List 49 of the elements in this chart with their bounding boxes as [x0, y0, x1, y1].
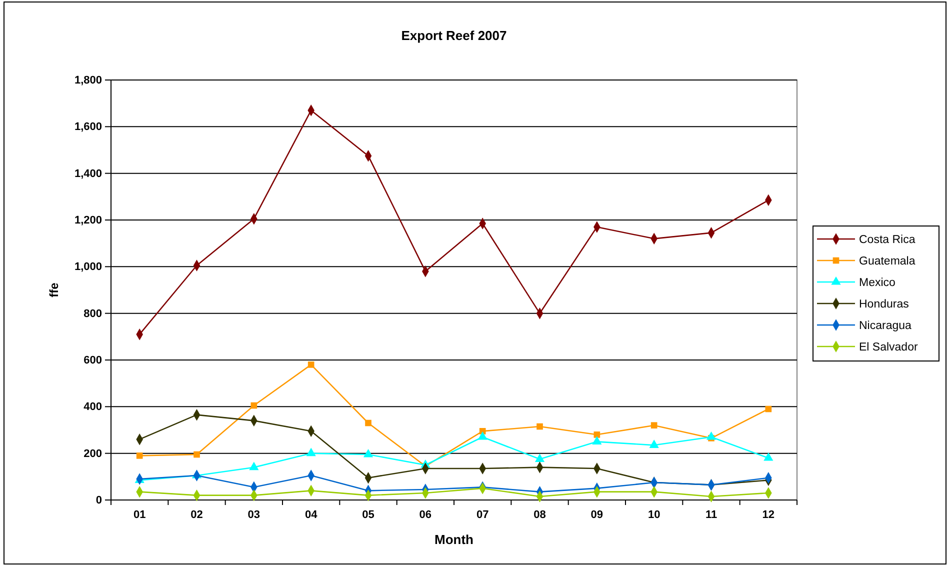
x-axis-title: Month	[434, 532, 474, 547]
point	[136, 452, 143, 459]
point	[365, 420, 372, 426]
x-tick-label: 01	[133, 508, 146, 521]
y-tick-label: 1,400	[74, 168, 102, 180]
legend-label: Mexico	[859, 277, 896, 289]
y-tick-label: 400	[84, 401, 102, 414]
point	[765, 406, 772, 412]
y-tick-label: 1,000	[74, 261, 102, 274]
x-tick-label: 03	[248, 508, 260, 521]
point	[478, 431, 488, 440]
point	[249, 462, 259, 470]
point	[536, 423, 543, 430]
x-tick-label: 11	[705, 508, 718, 521]
x-tick-label: 05	[362, 508, 374, 521]
legend-label: Honduras	[859, 298, 910, 310]
y-tick-label: 1,600	[74, 121, 102, 134]
y-tick-label: 1,800	[74, 74, 102, 87]
y-tick-label: 0	[96, 494, 102, 507]
legend-label: Nicaragua	[859, 320, 912, 332]
chart-title: Export Reef 2007	[401, 28, 507, 43]
y-tick-label: 1,200	[74, 214, 102, 227]
x-tick-label: 06	[419, 508, 432, 521]
point	[764, 452, 774, 461]
x-tick-label: 09	[590, 508, 604, 521]
x-tick-label: 10	[648, 508, 660, 521]
point	[250, 402, 258, 409]
point	[363, 448, 374, 458]
legend-label: Guatemala	[859, 256, 916, 268]
point	[594, 432, 600, 438]
legend-label: Costa Rica	[859, 234, 916, 246]
point	[308, 362, 314, 368]
x-tick-label: 08	[534, 508, 546, 521]
x-tick-label: 07	[476, 508, 489, 521]
point	[650, 422, 658, 428]
x-tick-label: 04	[304, 508, 318, 521]
point	[592, 436, 602, 444]
y-tick-label: 800	[84, 308, 102, 320]
point	[649, 440, 659, 448]
y-axis-title: ffe	[47, 282, 61, 298]
point	[534, 454, 545, 462]
point	[306, 448, 316, 456]
x-tick-label: 12	[762, 508, 775, 521]
y-tick-label: 200	[84, 448, 102, 460]
x-tick-label: 02	[190, 508, 203, 521]
point	[194, 451, 200, 458]
point	[706, 431, 716, 440]
y-tick-label: 600	[84, 354, 102, 367]
legend-label: El Salvador	[859, 342, 918, 354]
